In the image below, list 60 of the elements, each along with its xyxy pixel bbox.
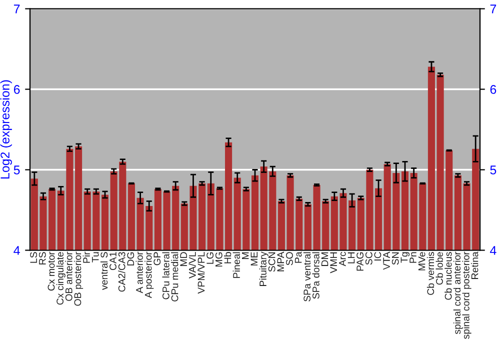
x-tick-label: LG	[206, 252, 214, 264]
y-tick-label: 7	[14, 4, 20, 14]
x-tick-label: SO	[286, 252, 293, 266]
x-tick-label: SC	[365, 252, 372, 265]
x-tick-label: VTA	[383, 252, 390, 270]
x-tick-label: M	[242, 252, 249, 259]
x-tick-label: Cx motor	[48, 252, 55, 291]
x-tick-label: Cb vermis	[426, 252, 434, 295]
y2-tick-label: 7	[490, 4, 496, 14]
x-tick-label: Pn	[410, 252, 416, 263]
x-tick-label: ME	[250, 252, 258, 266]
y2-tick-label: 4	[490, 246, 496, 255]
x-tick-label: Arc	[339, 252, 346, 266]
x-tick-label: MG	[215, 252, 222, 266]
x-tick-label: CPu lateral	[162, 252, 170, 300]
y-axis-title: Log2 (expression)	[0, 80, 12, 178]
x-tick-label: VA/VL	[188, 252, 196, 278]
x-tick-label: LH	[348, 252, 355, 264]
x-tick-label: Cx cingulate	[56, 252, 66, 305]
x-tick-label: Cb lobe	[436, 252, 443, 285]
x-tick-label: CA1	[110, 252, 116, 270]
x-tick-label: IC	[374, 252, 382, 260]
x-tick-label: Retina	[471, 252, 478, 279]
x-tick-label: A anterior	[136, 252, 143, 294]
x-tick-label: RS	[38, 252, 46, 264]
x-tick-label: DM	[321, 252, 328, 266]
x-tick-label: MVe	[418, 252, 426, 270]
x-tick-label: VPM/VPL	[198, 252, 205, 294]
x-tick-label: Tg	[400, 252, 410, 263]
y2-tick-label: 5	[490, 166, 496, 174]
x-tick-label: A posterior	[144, 252, 154, 298]
x-tick-label: MD	[180, 252, 187, 266]
x-tick-label: CA2/CA3	[118, 252, 126, 292]
x-tick-label: LS	[30, 252, 38, 263]
x-tick-label: PAG	[356, 252, 364, 271]
x-tick-label: spinal cord posterior	[462, 252, 472, 339]
x-tick-label: SCN	[268, 252, 276, 272]
x-tick-label: DG	[127, 252, 134, 266]
x-tick-label: OB posterior	[74, 252, 84, 306]
x-tick-label: Cb nucleus	[444, 252, 452, 300]
x-tick-label: VMH	[330, 252, 337, 274]
y-tick-label: 4	[14, 246, 20, 255]
x-tick-label: GP	[154, 252, 161, 266]
y-tick-label: 6	[14, 85, 20, 94]
x-tick-label: SPa dorsal	[312, 252, 320, 299]
x-tick-label: Pituitary	[259, 252, 268, 286]
y-tick-label: 5	[14, 166, 20, 174]
x-tick-label: Pir	[82, 252, 90, 263]
x-tick-label: Pa	[294, 252, 302, 263]
x-tick-label: ventral S	[100, 252, 108, 290]
x-tick-label: Tu	[92, 252, 99, 262]
x-tick-label: SN	[392, 252, 399, 265]
x-tick-label: MPA	[277, 252, 284, 272]
x-tick-label: CPu medial	[171, 252, 178, 302]
x-tick-label: Pineal	[232, 252, 240, 278]
x-tick-label: SPa ventral	[303, 252, 311, 302]
x-tick-label: spinal cord anterior	[453, 252, 462, 334]
x-tick-label: Hb	[224, 252, 232, 264]
x-tick-label: OB anterior	[65, 252, 72, 301]
y2-tick-label: 6	[490, 85, 496, 94]
